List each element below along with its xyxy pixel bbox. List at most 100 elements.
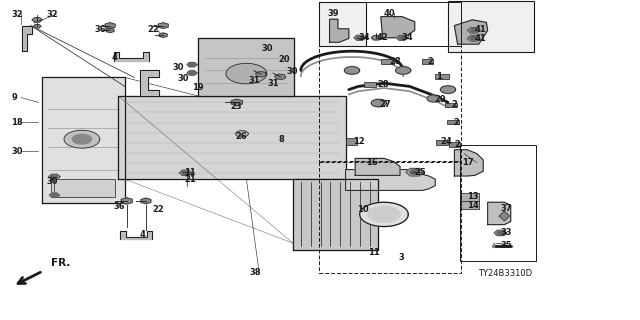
Text: 20: 20	[278, 55, 290, 64]
Polygon shape	[494, 230, 507, 236]
Text: 11: 11	[368, 248, 380, 257]
Circle shape	[64, 130, 100, 148]
Text: 21: 21	[184, 175, 196, 184]
Circle shape	[236, 131, 248, 137]
Polygon shape	[159, 33, 167, 37]
Circle shape	[427, 95, 441, 102]
Polygon shape	[396, 35, 408, 40]
Bar	[364, 82, 376, 87]
Circle shape	[182, 171, 189, 175]
Text: 35: 35	[500, 241, 512, 250]
Bar	[51, 179, 115, 197]
Text: 41: 41	[475, 25, 486, 34]
Polygon shape	[346, 170, 435, 190]
Text: 36: 36	[95, 25, 106, 34]
Polygon shape	[406, 168, 424, 176]
Bar	[461, 193, 479, 209]
Text: 37: 37	[500, 204, 512, 213]
Text: 9: 9	[12, 93, 17, 102]
Bar	[460, 145, 536, 261]
Circle shape	[396, 67, 411, 74]
Text: 34: 34	[358, 33, 370, 42]
Text: 18: 18	[12, 118, 23, 127]
Bar	[346, 138, 357, 145]
Polygon shape	[231, 99, 243, 106]
Bar	[422, 59, 433, 64]
Polygon shape	[33, 25, 41, 28]
Polygon shape	[105, 23, 115, 28]
Polygon shape	[198, 38, 294, 96]
Polygon shape	[275, 74, 286, 80]
Text: 30: 30	[46, 177, 58, 186]
Polygon shape	[381, 17, 415, 38]
Circle shape	[52, 194, 57, 196]
Text: 30: 30	[173, 63, 184, 72]
Polygon shape	[49, 174, 60, 179]
Circle shape	[360, 202, 408, 227]
Polygon shape	[255, 71, 267, 77]
Text: FR.: FR.	[51, 258, 70, 268]
Text: 28: 28	[389, 57, 401, 66]
Circle shape	[72, 134, 92, 144]
Text: 22: 22	[147, 25, 159, 34]
Polygon shape	[467, 36, 480, 41]
Text: 17: 17	[462, 158, 474, 167]
Polygon shape	[118, 96, 346, 179]
Bar	[435, 74, 449, 79]
Polygon shape	[454, 20, 488, 44]
Polygon shape	[179, 170, 192, 176]
Polygon shape	[488, 202, 511, 225]
Bar	[319, 46, 461, 162]
Bar	[319, 2, 366, 46]
Polygon shape	[42, 77, 125, 203]
Polygon shape	[158, 23, 168, 28]
Circle shape	[410, 170, 420, 175]
Circle shape	[189, 72, 195, 74]
Text: 38: 38	[250, 268, 261, 277]
Circle shape	[51, 175, 58, 178]
Polygon shape	[114, 52, 148, 61]
Polygon shape	[467, 28, 480, 33]
Circle shape	[368, 206, 400, 222]
Text: 42: 42	[376, 33, 388, 42]
Bar	[445, 103, 457, 107]
Circle shape	[371, 99, 387, 107]
Bar	[449, 142, 460, 147]
Polygon shape	[355, 158, 400, 175]
Text: 25: 25	[415, 168, 426, 177]
Text: 3: 3	[398, 253, 404, 262]
Circle shape	[440, 86, 456, 93]
Text: 19: 19	[192, 83, 204, 92]
Polygon shape	[140, 70, 159, 96]
Circle shape	[497, 231, 504, 235]
Text: 31: 31	[248, 76, 260, 85]
Text: 10: 10	[357, 205, 369, 214]
Text: 30: 30	[178, 74, 189, 83]
Text: 23: 23	[230, 102, 242, 111]
Text: 2: 2	[453, 118, 459, 127]
Text: 26: 26	[236, 132, 247, 140]
Circle shape	[226, 63, 267, 84]
Polygon shape	[354, 35, 365, 40]
Text: 40: 40	[384, 9, 396, 18]
Polygon shape	[330, 19, 349, 42]
Bar	[447, 120, 459, 124]
Text: TY24B3310D: TY24B3310D	[479, 269, 532, 278]
Text: 30: 30	[12, 147, 23, 156]
Text: 39: 39	[328, 9, 339, 18]
Text: 36: 36	[114, 202, 125, 211]
Text: 2: 2	[428, 57, 433, 66]
Text: 8: 8	[278, 135, 284, 144]
Text: 2: 2	[451, 100, 457, 109]
Text: 4: 4	[140, 230, 145, 239]
Circle shape	[344, 67, 360, 74]
Text: 4: 4	[112, 53, 118, 62]
Bar	[448, 1, 534, 52]
Polygon shape	[371, 36, 381, 40]
Text: 32: 32	[12, 10, 23, 19]
Circle shape	[470, 29, 477, 32]
Text: 22: 22	[152, 205, 164, 214]
Text: 30: 30	[261, 44, 273, 53]
Polygon shape	[141, 198, 151, 204]
Circle shape	[399, 36, 405, 39]
